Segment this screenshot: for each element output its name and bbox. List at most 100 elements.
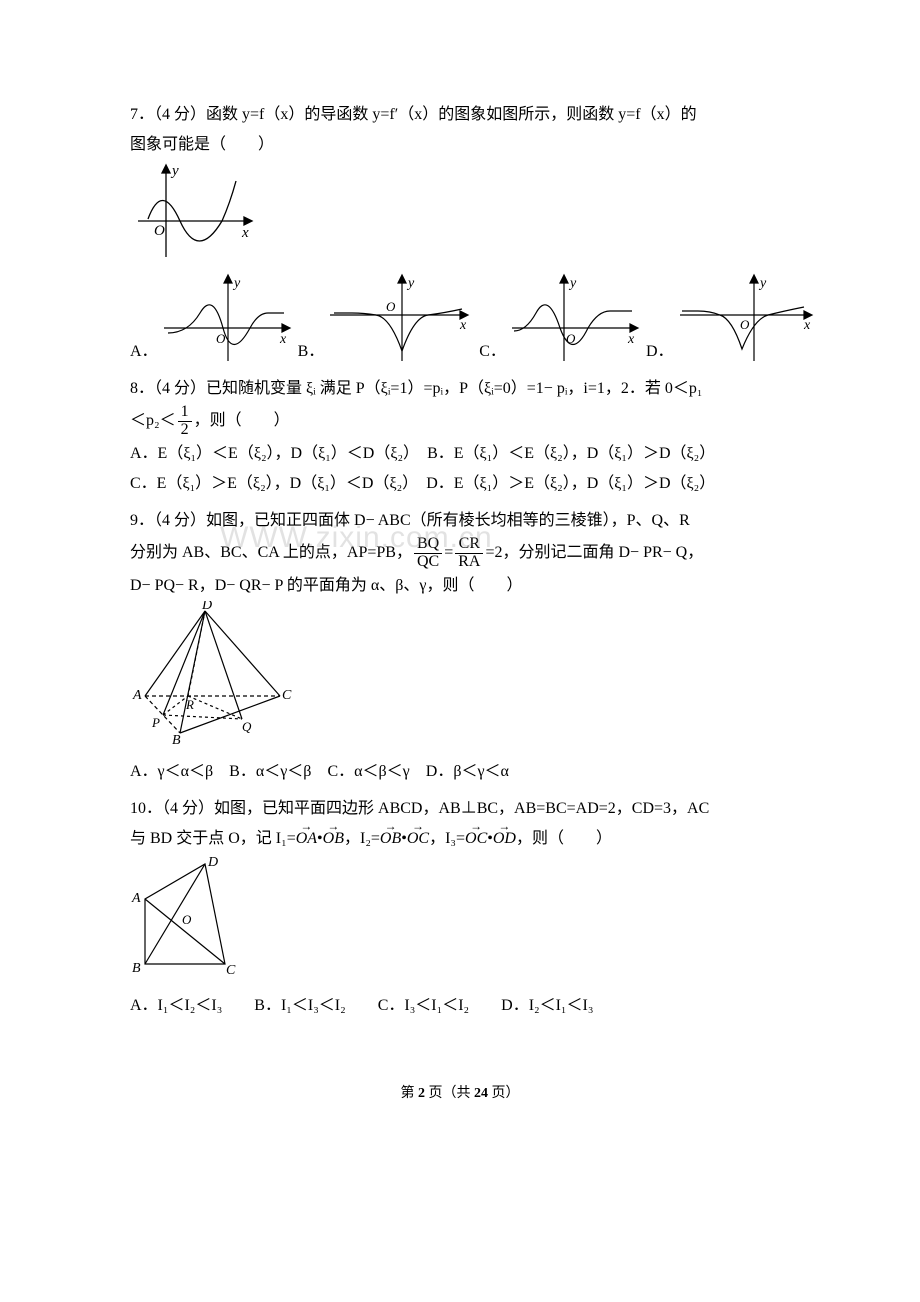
page-total: 24 (474, 1086, 488, 1101)
svg-text:y: y (170, 163, 179, 179)
question-9: WWW.zixin.com.cn 9．（4 分）如图，已知正四面体 D− ABC… (130, 506, 790, 788)
q10-number: 10． (130, 800, 162, 817)
svg-text:C: C (226, 963, 236, 978)
svg-text:x: x (627, 332, 635, 347)
svg-text:A: A (131, 891, 141, 906)
q7-graph-c-icon: y x O (506, 273, 646, 368)
q10-stem-line2: 与 BD 交于点 O，记 I₁=OA•OB，I₂=OB•OC，I₃=OC•OD，… (130, 824, 790, 854)
q7-opt-a-label: A． (130, 337, 158, 367)
q9-tetrahedron-icon: D A B C P Q R (130, 601, 295, 746)
q8-stem-line1: 8．（4 分）已知随机变量 ξᵢ 满足 P（ξᵢ=1）=pᵢ，P（ξᵢ=0）=1… (130, 374, 790, 404)
q10-stem-b-pre: 与 BD 交于点 O，记 I₁= (130, 830, 296, 847)
q7-graph-b-icon: y x O (324, 273, 479, 368)
svg-text:Q: Q (242, 719, 252, 734)
q7-stem-line2: 图象可能是（ ） (130, 130, 790, 160)
svg-text:D: D (201, 601, 212, 613)
svg-text:R: R (185, 697, 194, 712)
q10-diagram: A B C D O (130, 854, 790, 990)
q10-mid2: ，I₃= (429, 830, 465, 847)
q7-graph-d-icon: y x O (674, 273, 819, 368)
q7-option-c: C． y x O (479, 273, 646, 368)
q7-opt-d-label: D． (646, 337, 674, 367)
q10-quad-icon: A B C D O (130, 854, 245, 979)
q7-graph-a-icon: y x O (158, 273, 298, 368)
svg-text:y: y (406, 276, 415, 291)
q7-option-d: D． y x O (646, 273, 819, 368)
svg-text:O: O (182, 912, 192, 927)
svg-text:x: x (803, 318, 811, 333)
q9-opt-a: A．γ＜α＜β (130, 763, 213, 780)
q7-opt-c-label: C． (479, 337, 506, 367)
q10-vec-oc: OC (407, 824, 429, 854)
svg-text:B: B (132, 961, 141, 976)
svg-text:O: O (740, 317, 750, 332)
q10-stem-a: 如图，已知平面四边形 ABCD，AB⊥BC，AB=BC=AD=2，CD=3，AC (214, 800, 709, 817)
q7-option-b: B． y x O (298, 273, 480, 368)
q8-stem-b-post: ，则（ ） (194, 412, 290, 429)
svg-text:x: x (279, 332, 287, 347)
q9-stem-b-pre: 分别为 AB、BC、CA 上的点，AP=PB， (130, 544, 412, 561)
svg-text:y: y (758, 276, 767, 291)
page-footer: 第 2 页（共 24 页） (130, 1081, 790, 1108)
q8-stem-b-pre: ＜p₂＜ (130, 412, 176, 429)
q9-stem-line1: 9．（4 分）如图，已知正四面体 D− ABC（所有棱长均相等的三棱锥），P、Q… (130, 506, 790, 536)
q9-diagram: D A B C P Q R (130, 601, 790, 757)
q7-points: （4 分） (154, 106, 206, 123)
q9-points: （4 分） (154, 512, 206, 529)
q10-vec-oa: OA (296, 824, 317, 854)
q10-vec-ob: OB (323, 824, 344, 854)
q10-vec-oc2: OC (465, 824, 487, 854)
q9-opt-d: D．β＜γ＜α (426, 763, 509, 780)
q7-main-graph: y x O (130, 161, 790, 269)
svg-text:y: y (232, 276, 241, 291)
q7-options-row: A． y x O B． y x (130, 273, 790, 368)
q8-opt-b: B．E（ξ₁）＜E（ξ₂），D（ξ₁）＞D（ξ₂） (427, 445, 715, 462)
q7-number: 7． (130, 106, 154, 123)
svg-text:O: O (216, 331, 226, 346)
q8-number: 8． (130, 380, 154, 397)
q7-stem-line1: 7．（4 分）函数 y=f（x）的导函数 y=f′（x）的图象如图所示，则函数 … (130, 100, 790, 130)
q10-vec-ob2: OB (380, 824, 401, 854)
svg-text:C: C (282, 688, 292, 703)
svg-text:D: D (207, 855, 218, 870)
q9-number: 9． (130, 512, 154, 529)
q9-frac1: BQQC (414, 536, 442, 571)
page-current: 2 (418, 1086, 425, 1101)
svg-text:A: A (132, 688, 142, 703)
q10-points: （4 分） (162, 800, 214, 817)
q10-stem-b-post: ，则（ ） (516, 830, 612, 847)
q10-vec-od: OD (493, 824, 516, 854)
q8-options-row1: A．E（ξ₁）＜E（ξ₂），D（ξ₁）＜D（ξ₂） B．E（ξ₁）＜E（ξ₂），… (130, 439, 790, 469)
q10-opt-d: D．I₂＜I₁＜I₃ (501, 997, 593, 1014)
q8-fraction: 12 (178, 404, 192, 439)
q10-opt-b: B．I₁＜I₃＜I₂ (254, 997, 345, 1014)
q9-stem-b-post: =2，分别记二面角 D− PR− Q， (485, 544, 703, 561)
q10-mid1: ，I₂= (344, 830, 380, 847)
q7-stem-a: 函数 y=f（x）的导函数 y=f′（x）的图象如图所示，则函数 y=f（x）的 (206, 106, 697, 123)
q10-options: A．I₁＜I₂＜I₃ B．I₁＜I₃＜I₂ C．I₃＜I₁＜I₂ D．I₂＜I₁… (130, 991, 790, 1021)
svg-text:O: O (154, 223, 165, 239)
svg-text:O: O (566, 331, 576, 346)
q10-stem-line1: 10．（4 分）如图，已知平面四边形 ABCD，AB⊥BC，AB=BC=AD=2… (130, 794, 790, 824)
q10-opt-c: C．I₃＜I₁＜I₂ (378, 997, 469, 1014)
q8-stem-a: 已知随机变量 ξᵢ 满足 P（ξᵢ=1）=pᵢ，P（ξᵢ=0）=1− pᵢ，i=… (206, 380, 702, 397)
svg-text:x: x (241, 225, 249, 241)
q9-frac2: CRRA (455, 536, 483, 571)
q7-derivative-graph-icon: y x O (130, 161, 260, 269)
q8-options-row2: C．E（ξ₁）＞E（ξ₂），D（ξ₁）＜D（ξ₂） D．E（ξ₁）＞E（ξ₂），… (130, 469, 790, 499)
q8-points: （4 分） (154, 380, 206, 397)
q9-opt-b: B．α＜γ＜β (229, 763, 311, 780)
svg-text:B: B (172, 733, 181, 746)
q8-opt-c: C．E（ξ₁）＞E（ξ₂），D（ξ₁）＜D（ξ₂） (130, 475, 410, 492)
q9-stem-line3: D− PQ− R，D− QR− P 的平面角为 α、β、γ，则（ ） (130, 571, 790, 601)
q9-stem-a: 如图，已知正四面体 D− ABC（所有棱长均相等的三棱锥），P、Q、R (206, 512, 690, 529)
q7-opt-b-label: B． (298, 337, 325, 367)
q8-opt-a: A．E（ξ₁）＜E（ξ₂），D（ξ₁）＜D（ξ₂） (130, 445, 411, 462)
svg-text:y: y (568, 276, 577, 291)
question-7: 7．（4 分）函数 y=f（x）的导函数 y=f′（x）的图象如图所示，则函数 … (130, 100, 790, 368)
q7-option-a: A． y x O (130, 273, 298, 368)
q8-stem-line2: ＜p₂＜12，则（ ） (130, 404, 790, 439)
q8-opt-d: D．E（ξ₁）＞E（ξ₂），D（ξ₁）＞D（ξ₂） (426, 475, 715, 492)
q9-opt-c: C．α＜β＜γ (327, 763, 409, 780)
question-10: 10．（4 分）如图，已知平面四边形 ABCD，AB⊥BC，AB=BC=AD=2… (130, 794, 790, 1022)
